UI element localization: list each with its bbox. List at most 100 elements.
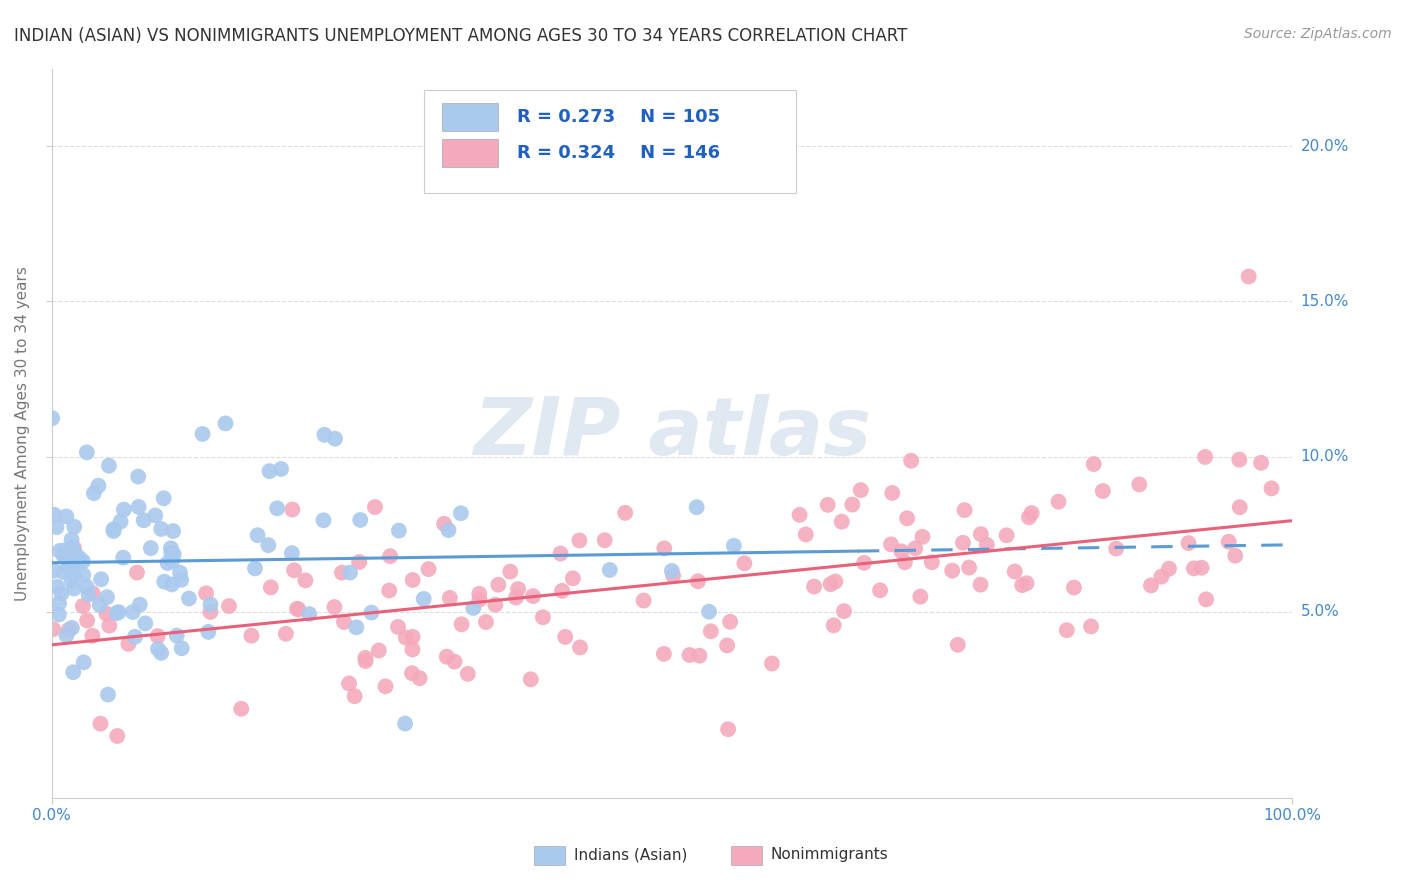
Point [568, 533, 591, 548]
Point [285, 601, 308, 615]
Point [969, 577, 991, 591]
Point [484, 598, 506, 612]
Point [97, 688, 120, 702]
Point [824, 574, 846, 589]
Point [46, 580, 69, 594]
Point [1047, 494, 1070, 508]
Point [717, 723, 740, 737]
Point [505, 591, 527, 605]
Point [60, 621, 83, 635]
Point [700, 624, 723, 639]
Point [686, 574, 709, 589]
Point [953, 503, 976, 517]
Point [900, 454, 922, 468]
Point [146, 629, 169, 643]
Point [789, 508, 811, 522]
Point [314, 427, 336, 442]
Point [48, 596, 70, 610]
Point [52, 549, 75, 563]
Point [281, 546, 304, 560]
Point [162, 554, 184, 568]
Point [853, 556, 876, 570]
Point [246, 528, 269, 542]
Point [550, 547, 572, 561]
Point [103, 524, 125, 538]
Point [443, 655, 465, 669]
Point [82, 629, 104, 643]
Point [121, 605, 143, 619]
Point [63, 520, 86, 534]
Point [112, 550, 135, 565]
Point [831, 515, 853, 529]
Point [1157, 562, 1180, 576]
Point [323, 432, 346, 446]
Point [146, 641, 169, 656]
Point [82, 586, 104, 600]
Point [195, 586, 218, 600]
Point [270, 462, 292, 476]
Point [274, 627, 297, 641]
Point [716, 639, 738, 653]
Point [436, 649, 458, 664]
Point [63, 541, 86, 555]
Point [298, 607, 321, 621]
Point [1227, 452, 1250, 467]
Point [162, 524, 184, 538]
Point [63, 568, 86, 582]
Point [330, 566, 353, 580]
Point [63, 546, 86, 560]
Text: 5.0%: 5.0% [1301, 604, 1339, 619]
FancyBboxPatch shape [443, 103, 498, 130]
Point [312, 513, 335, 527]
Point [55, 549, 77, 564]
Point [127, 469, 149, 483]
Text: 10.0%: 10.0% [1301, 449, 1348, 464]
Point [378, 583, 401, 598]
Point [685, 500, 707, 515]
Point [349, 513, 371, 527]
Point [240, 629, 263, 643]
Point [59, 550, 82, 565]
Text: 15.0%: 15.0% [1301, 293, 1348, 309]
Point [156, 556, 179, 570]
Point [76, 580, 98, 594]
Point [633, 593, 655, 607]
Point [62, 546, 84, 560]
Point [354, 651, 377, 665]
Point [48, 607, 70, 622]
Point [374, 679, 396, 693]
Point [60, 533, 83, 547]
Point [457, 666, 479, 681]
Point [60, 574, 83, 588]
Point [89, 598, 111, 612]
Point [160, 546, 183, 560]
Point [723, 539, 745, 553]
Point [499, 565, 522, 579]
Point [911, 530, 934, 544]
Point [882, 486, 904, 500]
Point [1195, 592, 1218, 607]
Point [1229, 500, 1251, 515]
Point [1128, 477, 1150, 491]
Point [1015, 576, 1038, 591]
Point [437, 523, 460, 537]
Point [55, 628, 77, 642]
Point [337, 676, 360, 690]
Point [486, 578, 509, 592]
Point [688, 648, 710, 663]
Point [51, 586, 73, 600]
Point [170, 573, 193, 587]
Point [952, 536, 974, 550]
Point [72, 599, 94, 613]
Point [1080, 619, 1102, 633]
Point [401, 573, 423, 587]
Point [134, 616, 156, 631]
Point [128, 598, 150, 612]
Point [97, 458, 120, 473]
Point [832, 604, 855, 618]
Point [599, 563, 621, 577]
Point [60, 541, 83, 555]
Point [450, 506, 472, 520]
Point [163, 548, 186, 562]
Point [921, 555, 943, 569]
